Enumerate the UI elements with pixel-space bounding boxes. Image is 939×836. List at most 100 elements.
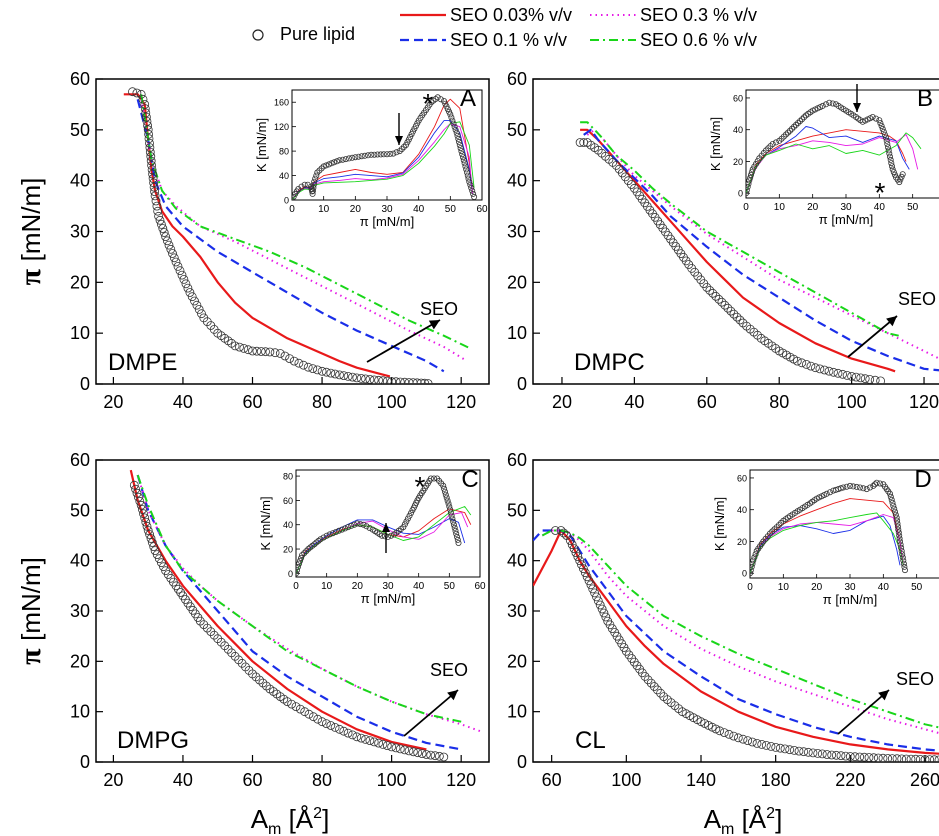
- y-tick-label: 60: [507, 69, 527, 89]
- data-point: [855, 752, 865, 762]
- data-point: [729, 731, 739, 741]
- data-point: [356, 733, 366, 743]
- y-tick-label: 20: [507, 651, 527, 671]
- series-pure-lipid: [750, 479, 909, 577]
- data-point: [735, 315, 745, 325]
- data-point: [761, 741, 771, 750]
- data-point: [840, 484, 847, 491]
- data-point: [255, 675, 264, 685]
- data-point: [329, 530, 336, 537]
- data-point: [369, 375, 379, 384]
- data-point: [133, 492, 143, 502]
- data-point: [168, 249, 177, 258]
- inset-y-tick-label: 60: [283, 496, 293, 506]
- data-point: [843, 483, 850, 490]
- inset-star-marker: *: [415, 471, 426, 502]
- data-point: [573, 552, 583, 561]
- arrow-head: [428, 320, 440, 330]
- data-point: [129, 480, 139, 490]
- data-point: [173, 584, 183, 594]
- data-point: [326, 721, 336, 730]
- inset-y-tick-label: 60: [737, 473, 747, 483]
- series-pure-lipid: [575, 138, 885, 384]
- legend-entry: SEO 0.3 % v/v: [590, 5, 757, 25]
- data-point: [148, 174, 158, 183]
- data-point: [653, 685, 662, 695]
- series-group: [575, 121, 939, 384]
- data-point: [430, 475, 437, 482]
- inset-y-tick-label: 20: [283, 545, 293, 555]
- series-pure-lipid: [551, 526, 939, 762]
- data-point: [471, 193, 478, 200]
- data-point: [164, 240, 174, 250]
- inset-x-tick-label: 50: [445, 204, 457, 215]
- data-point: [365, 736, 375, 745]
- data-point: [404, 746, 414, 756]
- data-point: [356, 373, 366, 383]
- data-point: [407, 133, 414, 140]
- lipid-name: DMPE: [108, 349, 177, 376]
- data-point: [423, 379, 433, 384]
- inset-y-axis-label: K [mN/m]: [254, 118, 269, 172]
- data-point: [243, 345, 253, 355]
- data-point: [859, 752, 869, 762]
- series-pure-lipid: [129, 480, 449, 762]
- data-point: [743, 736, 753, 745]
- series-line: [746, 132, 922, 194]
- y-tick-label: 60: [70, 450, 90, 470]
- inset-arrow-head: [382, 523, 390, 532]
- data-point: [381, 533, 388, 540]
- data-point: [738, 734, 748, 744]
- data-point: [860, 485, 867, 492]
- data-point: [791, 123, 798, 130]
- inset-arrow: [382, 523, 390, 553]
- inset-x-tick-label: 30: [844, 582, 856, 593]
- data-point: [449, 515, 456, 522]
- y-tick-label: 30: [70, 601, 90, 621]
- data-point: [311, 178, 318, 185]
- data-point: [230, 651, 240, 661]
- data-point: [836, 751, 846, 761]
- data-point: [590, 588, 599, 598]
- data-point: [417, 749, 427, 758]
- series-line: [136, 474, 462, 723]
- data-point: [326, 531, 333, 538]
- data-point: [808, 748, 818, 758]
- data-point: [391, 377, 401, 384]
- data-point: [357, 521, 364, 528]
- y-tick-label: 40: [507, 171, 527, 191]
- y-tick-label: 0: [80, 752, 90, 772]
- inset-x-tick-label: 0: [743, 202, 749, 213]
- inset-y-axis-label: K [mN/m]: [708, 117, 723, 171]
- data-point: [883, 134, 890, 141]
- data-point: [640, 672, 650, 681]
- inset-cl: 01020304050600204060π [mN/m]K [mN/m]: [712, 469, 939, 607]
- inset-x-axis-label: π [mN/m]: [360, 214, 414, 229]
- data-point: [746, 180, 752, 187]
- data-point: [292, 197, 295, 200]
- data-point: [797, 358, 807, 368]
- data-point: [803, 747, 813, 757]
- inset-y-axis-label: K [mN/m]: [712, 497, 727, 551]
- data-point: [159, 228, 169, 237]
- data-point: [463, 169, 470, 176]
- inset-y-tick-label: 60: [733, 93, 743, 103]
- data-point: [820, 365, 829, 375]
- panel-letter: D: [914, 466, 931, 493]
- data-point: [892, 508, 899, 515]
- data-point: [146, 534, 156, 543]
- data-point: [311, 541, 318, 548]
- data-point: [897, 538, 904, 545]
- data-point: [705, 285, 715, 295]
- data-point: [383, 151, 390, 158]
- y-tick-label: 50: [507, 500, 527, 520]
- inset-y-tick-label: 0: [288, 569, 293, 579]
- data-point: [434, 751, 444, 761]
- series-line: [123, 93, 391, 378]
- data-point: [339, 371, 349, 381]
- data-point: [145, 530, 155, 539]
- data-point: [769, 140, 776, 147]
- data-point: [144, 129, 154, 139]
- inset-y-tick-label: 40: [279, 171, 289, 181]
- lipid-name: CL: [575, 727, 606, 754]
